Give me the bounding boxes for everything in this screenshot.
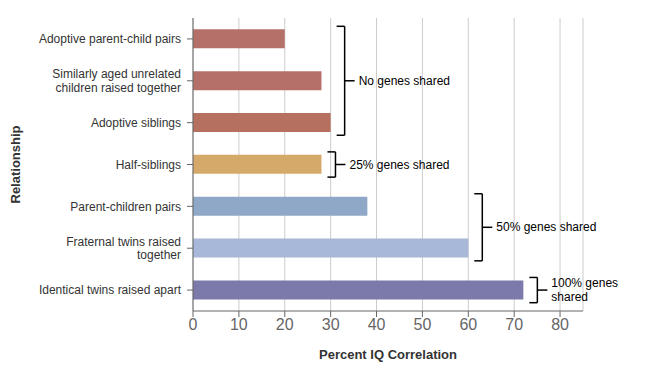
svg-text:10: 10 <box>230 316 248 333</box>
svg-text:60: 60 <box>459 316 477 333</box>
svg-text:50% genes shared: 50% genes shared <box>496 220 596 234</box>
svg-text:Half-siblings: Half-siblings <box>116 158 181 172</box>
svg-text:100% genesshared: 100% genesshared <box>551 276 618 304</box>
svg-text:50: 50 <box>414 316 432 333</box>
svg-text:40: 40 <box>368 316 386 333</box>
svg-text:80: 80 <box>551 316 569 333</box>
svg-text:Fraternal twins raisedtogether: Fraternal twins raisedtogether <box>66 235 181 263</box>
svg-text:25% genes shared: 25% genes shared <box>349 158 449 172</box>
svg-text:Parent-children pairs: Parent-children pairs <box>70 200 181 214</box>
svg-text:20: 20 <box>276 316 294 333</box>
svg-text:30: 30 <box>322 316 340 333</box>
svg-text:Relationship: Relationship <box>8 125 23 203</box>
svg-text:Adoptive siblings: Adoptive siblings <box>91 116 181 130</box>
svg-text:Adoptive parent-child pairs: Adoptive parent-child pairs <box>39 32 181 46</box>
svg-text:0: 0 <box>189 316 198 333</box>
svg-text:70: 70 <box>505 316 523 333</box>
svg-text:Similarly aged unrelatedchildr: Similarly aged unrelatedchildren raised … <box>52 67 181 95</box>
svg-text:Identical twins raised apart: Identical twins raised apart <box>39 283 182 297</box>
svg-text:No genes shared: No genes shared <box>359 74 450 88</box>
svg-text:Percent IQ Correlation: Percent IQ Correlation <box>319 347 457 362</box>
